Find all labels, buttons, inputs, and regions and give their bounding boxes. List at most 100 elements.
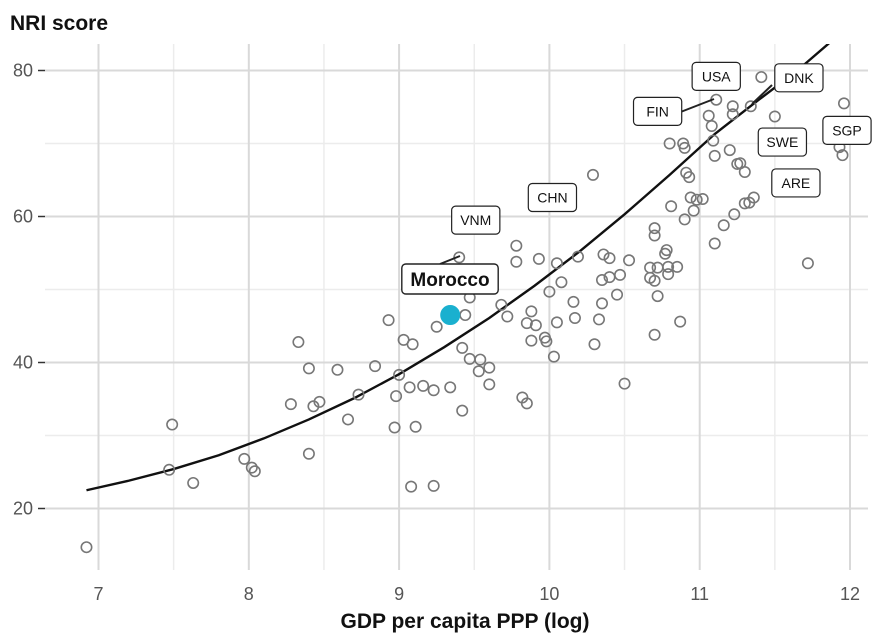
country-label-box (632, 96, 683, 126)
data-point (651, 290, 664, 303)
data-point (540, 335, 553, 348)
data-point (648, 274, 661, 287)
data-point (708, 149, 721, 162)
data-point (302, 362, 315, 375)
data-point (708, 237, 721, 250)
data-point (836, 149, 849, 162)
data-point (302, 447, 315, 460)
data-point (755, 71, 768, 84)
data-point (571, 250, 584, 263)
data-point (501, 310, 514, 323)
country-label: USA (702, 68, 731, 84)
data-point (430, 320, 443, 333)
data-point (483, 361, 496, 374)
data-point (738, 197, 751, 210)
country-label-box (822, 115, 872, 145)
data-point (684, 191, 697, 204)
x-axis-title: GDP per capita PPP (log) (341, 610, 590, 633)
data-point (648, 328, 661, 341)
country-labels: USA DNK FIN SWE SGP ARE CHN VNM Morocco (401, 61, 872, 295)
data-point (459, 309, 472, 322)
x-tick-label: 11 (690, 584, 709, 604)
country-label-box (757, 127, 808, 157)
data-point (547, 350, 560, 363)
data-point (382, 314, 395, 327)
data-point (614, 268, 627, 281)
y-tick-labels: 20 40 60 80 (13, 61, 33, 519)
data-point (405, 480, 418, 493)
data-point (567, 295, 580, 308)
highlight-label-box (401, 263, 499, 295)
data-point (618, 377, 631, 390)
data-point (472, 365, 485, 378)
data-points (80, 71, 850, 554)
data-point (596, 274, 609, 287)
y-tick-label: 80 (13, 61, 33, 81)
data-point (726, 100, 739, 113)
data-point (597, 248, 610, 261)
data-point (427, 479, 440, 492)
data-point (550, 257, 563, 270)
data-point (662, 268, 675, 281)
data-point (529, 319, 542, 332)
data-point (568, 311, 581, 324)
y-tick-label: 40 (13, 353, 33, 373)
country-label-box (527, 182, 578, 213)
data-point (390, 390, 403, 403)
x-tick-label: 10 (539, 584, 559, 604)
trend-line-group (86, 44, 830, 492)
data-point (292, 336, 305, 349)
data-point (245, 461, 258, 474)
data-point (80, 541, 93, 554)
data-point (409, 420, 422, 433)
x-tick-label: 8 (244, 584, 254, 604)
data-point (768, 110, 781, 123)
label-leader-line (751, 84, 773, 105)
data-point (728, 208, 741, 221)
data-point (588, 338, 601, 351)
country-label-box (691, 61, 741, 91)
data-point (284, 398, 297, 411)
data-point (483, 378, 496, 391)
data-point (696, 192, 709, 205)
label-leader-line (439, 255, 461, 265)
x-tick-labels: 7 8 9 10 11 12 (93, 584, 860, 604)
data-point (520, 397, 533, 410)
highlight-point (440, 305, 461, 326)
data-point (456, 404, 469, 417)
data-point (678, 213, 691, 226)
data-point (738, 165, 751, 178)
data-point (690, 193, 703, 206)
data-point (586, 168, 599, 181)
data-point (331, 363, 344, 376)
data-point (707, 134, 720, 147)
data-point (369, 360, 382, 373)
data-point (662, 260, 675, 273)
data-point (388, 421, 401, 434)
data-point (648, 222, 661, 235)
data-point (417, 379, 430, 392)
data-point (313, 395, 326, 408)
data-point (352, 388, 365, 401)
country-label-box (771, 168, 821, 198)
data-point (744, 100, 757, 113)
data-point (543, 285, 556, 298)
data-point (456, 341, 469, 354)
data-point (683, 171, 696, 184)
data-point (187, 476, 200, 489)
x-tick-label: 9 (394, 584, 404, 604)
data-point (663, 137, 676, 150)
data-point (674, 315, 687, 328)
data-point (427, 384, 440, 397)
data-point (603, 252, 616, 265)
data-point (525, 334, 538, 347)
country-label: FIN (646, 103, 669, 119)
data-point (596, 297, 609, 310)
data-point (248, 465, 261, 478)
data-point (611, 288, 624, 301)
data-point (341, 413, 354, 426)
country-label: SWE (766, 134, 798, 150)
data-point (555, 276, 568, 289)
data-point (651, 261, 664, 274)
